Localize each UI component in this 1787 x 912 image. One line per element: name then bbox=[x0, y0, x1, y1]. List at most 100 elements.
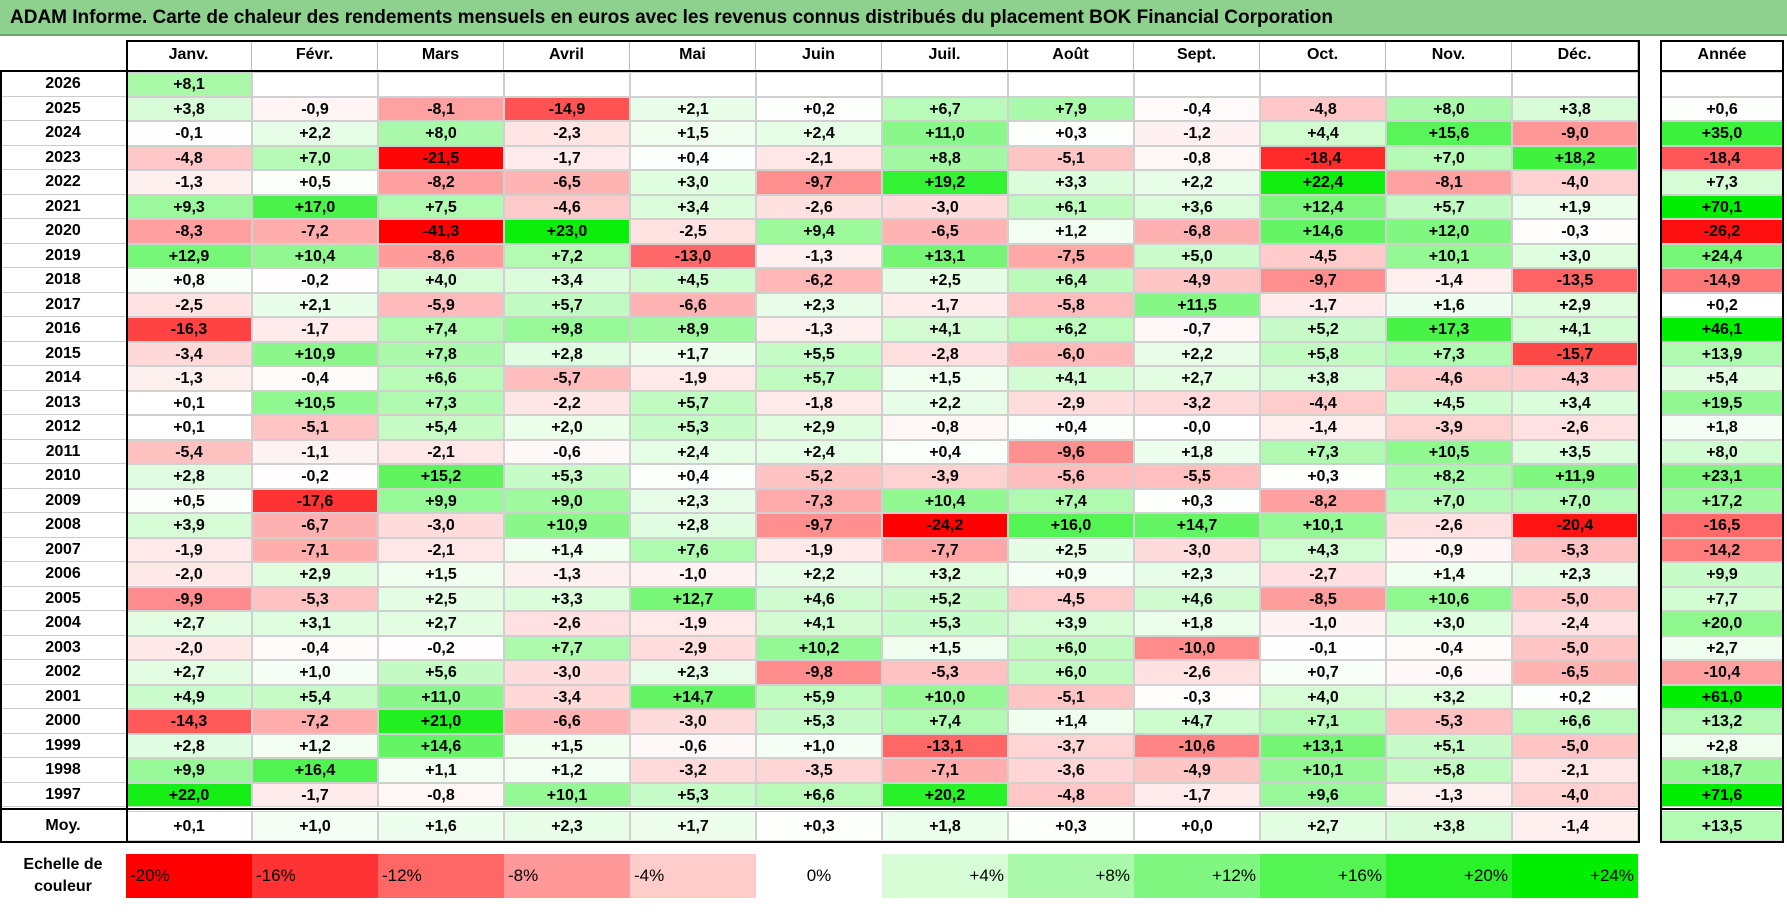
heatmap-cell: +7,5 bbox=[378, 194, 504, 219]
heatmap-cell: +12,0 bbox=[1386, 219, 1512, 244]
heatmap-cell: +6,4 bbox=[1008, 268, 1134, 293]
annual-cell: +71,6 bbox=[1660, 782, 1784, 807]
heatmap-cell: +4,5 bbox=[1386, 390, 1512, 415]
heatmap-cell: +10,0 bbox=[882, 684, 1008, 709]
heatmap-cell: -1,0 bbox=[630, 562, 756, 587]
heatmap-cell: +2,7 bbox=[126, 611, 252, 636]
heatmap-cell: -7,2 bbox=[252, 709, 378, 734]
heatmap-cell: +10,4 bbox=[882, 488, 1008, 513]
heatmap-cell: +5,4 bbox=[252, 684, 378, 709]
annual-cell: +20,0 bbox=[1660, 611, 1784, 636]
scale-swatch: -12% bbox=[378, 854, 504, 898]
heatmap-cell: +1,2 bbox=[504, 758, 630, 783]
heatmap-cell: +3,4 bbox=[630, 194, 756, 219]
heatmap-cell: -5,2 bbox=[756, 464, 882, 489]
heatmap-cell: +1,1 bbox=[378, 758, 504, 783]
heatmap-cell: +11,0 bbox=[378, 684, 504, 709]
heatmap-cell: -2,7 bbox=[1260, 562, 1386, 587]
heatmap-cell: +7,9 bbox=[1008, 96, 1134, 121]
heatmap-cell: -3,0 bbox=[630, 709, 756, 734]
heatmap-cell: +2,4 bbox=[630, 439, 756, 464]
heatmap-cell: -4,0 bbox=[1512, 170, 1638, 195]
heatmap-cell: +2,1 bbox=[252, 292, 378, 317]
heatmap-cell: -9,7 bbox=[756, 513, 882, 538]
heatmap-cell: +0,2 bbox=[1512, 684, 1638, 709]
heatmap-cell: -0,1 bbox=[126, 121, 252, 146]
heatmap-cell: +22,0 bbox=[126, 782, 252, 807]
heatmap-cell: +4,1 bbox=[756, 611, 882, 636]
heatmap-cell: -1,1 bbox=[252, 439, 378, 464]
heatmap-cell: +12,7 bbox=[630, 586, 756, 611]
heatmap-cell: +14,6 bbox=[378, 733, 504, 758]
heatmap-cell: +4,6 bbox=[1134, 586, 1260, 611]
heatmap-cell: -2,1 bbox=[378, 439, 504, 464]
heatmap-cell: -10,6 bbox=[1134, 733, 1260, 758]
heatmap-cell bbox=[504, 72, 630, 97]
heatmap-cell: -4,6 bbox=[1386, 366, 1512, 391]
annual-cell: -18,4 bbox=[1660, 145, 1784, 170]
heatmap-cell: -1,9 bbox=[126, 537, 252, 562]
heatmap-cell: +6,6 bbox=[1512, 709, 1638, 734]
heatmap-cell: +2,5 bbox=[378, 586, 504, 611]
heatmap-cell: +0,5 bbox=[252, 170, 378, 195]
heatmap-cell: -4,3 bbox=[1512, 366, 1638, 391]
heatmap-cell: +9,3 bbox=[126, 194, 252, 219]
heatmap-cell: +10,1 bbox=[1260, 513, 1386, 538]
avg-cell: +0,0 bbox=[1134, 811, 1260, 841]
heatmap-cell: +7,1 bbox=[1260, 709, 1386, 734]
heatmap-cell: -2,6 bbox=[1512, 415, 1638, 440]
heatmap-cell: -5,1 bbox=[252, 415, 378, 440]
header-separator bbox=[126, 70, 1640, 72]
heatmap-cell: +9,4 bbox=[756, 219, 882, 244]
heatmap-cell: -5,8 bbox=[1008, 292, 1134, 317]
heatmap-cell: +5,0 bbox=[1134, 243, 1260, 268]
month-header: Mars bbox=[378, 40, 504, 70]
heatmap-cell: -5,3 bbox=[1386, 709, 1512, 734]
year-label: 1999 bbox=[0, 734, 126, 758]
heatmap-cell: -1,4 bbox=[1260, 415, 1386, 440]
year-label: 2020 bbox=[0, 219, 126, 244]
avg-cell: +2,7 bbox=[1260, 811, 1386, 841]
heatmap-cell: -4,8 bbox=[1008, 782, 1134, 807]
annual-cell bbox=[1660, 72, 1784, 97]
heatmap-cell: +13,1 bbox=[882, 243, 1008, 268]
year-label: 1998 bbox=[0, 758, 126, 783]
heatmap-cell: +10,1 bbox=[504, 782, 630, 807]
heatmap-cell: +3,9 bbox=[126, 513, 252, 538]
year-label: 2021 bbox=[0, 195, 126, 219]
heatmap-cell: -2,6 bbox=[1386, 513, 1512, 538]
heatmap-cell: +5,7 bbox=[1386, 194, 1512, 219]
annual-cell: +8,0 bbox=[1660, 439, 1784, 464]
heatmap-cell: -24,2 bbox=[882, 513, 1008, 538]
heatmap-cell: +4,3 bbox=[1260, 537, 1386, 562]
annual-cell: -26,2 bbox=[1660, 219, 1784, 244]
heatmap-cell: -5,0 bbox=[1512, 733, 1638, 758]
heatmap-cell: +1,2 bbox=[252, 733, 378, 758]
heatmap-cell: -2,1 bbox=[756, 145, 882, 170]
heatmap-cell: +6,0 bbox=[1008, 660, 1134, 685]
heatmap-cell: -15,7 bbox=[1512, 341, 1638, 366]
heatmap-cell: +14,6 bbox=[1260, 219, 1386, 244]
heatmap-cell: -0,4 bbox=[252, 366, 378, 391]
annual-cell: +46,1 bbox=[1660, 317, 1784, 342]
heatmap-cell: -2,2 bbox=[504, 390, 630, 415]
heatmap-cell: +2,2 bbox=[1134, 341, 1260, 366]
heatmap-cell: -1,3 bbox=[756, 317, 882, 342]
heatmap-cell: +4,4 bbox=[1260, 121, 1386, 146]
heatmap-cell: +2,2 bbox=[756, 562, 882, 587]
heatmap-cell: +5,7 bbox=[504, 292, 630, 317]
heatmap-cell: +19,2 bbox=[882, 170, 1008, 195]
heatmap-cell: +1,0 bbox=[252, 660, 378, 685]
heatmap-cell: +1,4 bbox=[504, 537, 630, 562]
year-label: 2013 bbox=[0, 391, 126, 415]
year-label: 2012 bbox=[0, 415, 126, 440]
heatmap-cell: +7,3 bbox=[1386, 341, 1512, 366]
avg-cell: +0,1 bbox=[126, 811, 252, 841]
heatmap-cell: +4,0 bbox=[1260, 684, 1386, 709]
heatmap-cell: +2,5 bbox=[1008, 537, 1134, 562]
scale-swatch: -20% bbox=[126, 854, 252, 898]
avg-cell: +2,3 bbox=[504, 811, 630, 841]
heatmap-cell: -0,3 bbox=[1134, 684, 1260, 709]
heatmap-cell: -4,9 bbox=[1134, 758, 1260, 783]
heatmap-cell: +0,2 bbox=[756, 96, 882, 121]
